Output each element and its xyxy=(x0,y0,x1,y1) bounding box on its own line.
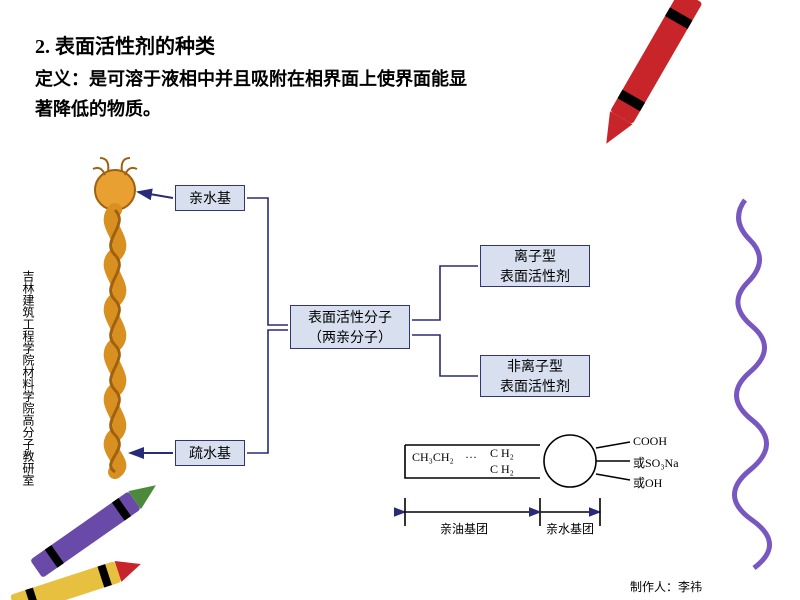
diagram-canvas xyxy=(0,0,800,600)
connector-top xyxy=(247,198,288,325)
crayon-bottom-left-2 xyxy=(10,554,144,600)
scan-oh: 或OH xyxy=(633,474,662,491)
scan-ch2a: C H₂ xyxy=(490,446,514,461)
scan-hydrophilic-group: 亲水基团 xyxy=(546,520,594,537)
scan-oleophilic: 亲油基团 xyxy=(440,520,488,537)
squiggle-right xyxy=(734,200,769,568)
scan-so3na: 或SO₃Na xyxy=(633,454,679,471)
arrow-to-head xyxy=(138,192,173,198)
connector-bottom xyxy=(247,330,288,453)
molecule-illustration xyxy=(93,158,137,472)
schematic-molecule xyxy=(405,435,630,526)
connector-nonionic xyxy=(412,335,478,376)
scan-cooh: COOH xyxy=(633,434,667,449)
scan-ch2b: C H₂ xyxy=(490,462,514,477)
scan-dots: ··· xyxy=(465,450,477,465)
crayon-bottom-left xyxy=(30,476,162,578)
connector-ionic xyxy=(412,266,478,320)
crayon-red-top-right xyxy=(595,0,703,150)
scan-ch3ch2: CH₃CH₂ xyxy=(412,450,454,465)
